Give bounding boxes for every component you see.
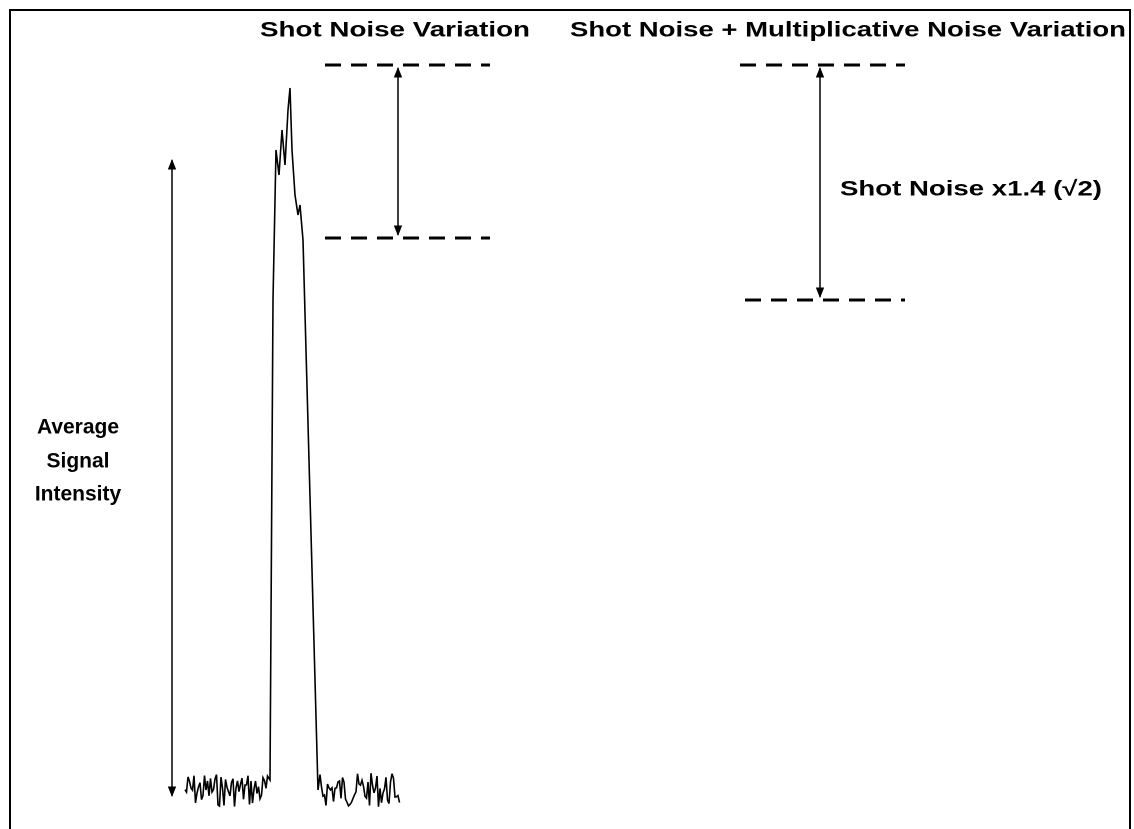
signal-label-line: Average [37,416,119,439]
right-title: Shot Noise + Multiplicative Noise Variat… [570,19,1126,42]
right-annotation: Shot Noise x1.4 (√2) [840,178,1102,201]
frame [9,9,1131,829]
signal-trace [184,87,401,808]
signal-label-line: Intensity [35,483,122,506]
left-title: Shot Noise Variation [260,19,530,42]
signal-label-line: Signal [46,450,109,473]
